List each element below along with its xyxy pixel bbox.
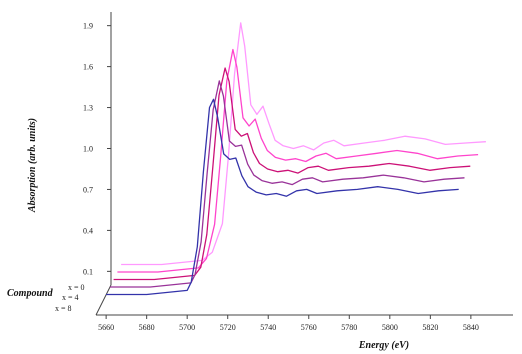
x-tick-label: 5740 bbox=[260, 323, 276, 332]
y-tick-label: 0.7 bbox=[83, 185, 93, 194]
depth-tick-label: x = 4 bbox=[62, 293, 79, 302]
x-tick-label: 5780 bbox=[341, 323, 357, 332]
depth-ticks: x = 0x = 4 x = 8 bbox=[55, 283, 85, 313]
depth-axis-line bbox=[95, 284, 112, 316]
y-tick-label: 1.0 bbox=[83, 145, 93, 154]
y-tick-label: 1.9 bbox=[83, 22, 93, 31]
x-tick-label: 5680 bbox=[139, 323, 155, 332]
depth-tick-label: x = 8 bbox=[55, 304, 72, 313]
series-line bbox=[113, 67, 471, 281]
y-tick-label: 1.3 bbox=[83, 104, 93, 113]
y-tick-label: 0.4 bbox=[83, 226, 93, 235]
x-tick-label: 5660 bbox=[98, 323, 114, 332]
y-ticks: 0.1 0.4 0.7 1.0 1.3 1.6 1.9 bbox=[83, 22, 111, 276]
depth-tick-label: x = 0 bbox=[68, 283, 85, 292]
x-tick-label: 5800 bbox=[382, 323, 398, 332]
x-tick-label: 5820 bbox=[422, 323, 438, 332]
series-line bbox=[109, 80, 465, 288]
y-tick-label: 0.1 bbox=[83, 267, 93, 276]
depth-axis-label: Compound bbox=[7, 288, 54, 299]
series-line bbox=[106, 98, 459, 296]
x-tick-label: 5760 bbox=[301, 323, 317, 332]
x-tick-label: 5720 bbox=[220, 323, 236, 332]
x-axis-label: Energy (eV) bbox=[358, 340, 409, 351]
y-tick-label: 1.6 bbox=[83, 63, 93, 72]
x-tick-label: 5700 bbox=[179, 323, 195, 332]
series-line bbox=[121, 22, 486, 266]
y-axis-label: Absorption (arb. units) bbox=[27, 118, 38, 213]
x-ticks: 5660 5680 5700 5720 5740 5760 5780 5800 5820 5840 bbox=[98, 315, 479, 332]
x-tick-label: 5840 bbox=[463, 323, 479, 332]
series-lines bbox=[106, 22, 486, 296]
series-line bbox=[117, 48, 479, 273]
